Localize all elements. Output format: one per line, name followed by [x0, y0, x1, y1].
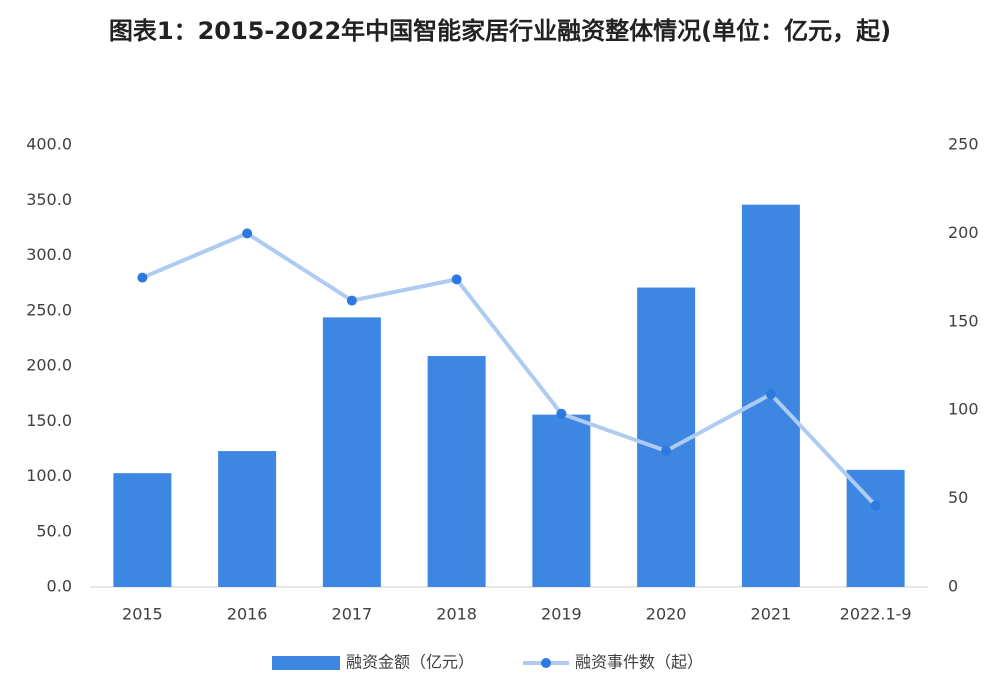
- chart-title: 图表1：2015-2022年中国智能家居行业融资整体情况(单位：亿元，起): [109, 17, 891, 45]
- y-tick-label: 150.0: [26, 411, 72, 430]
- x-tick-label: 2022.1-9: [840, 605, 912, 624]
- line-marker: [137, 272, 148, 283]
- bar: [532, 414, 591, 587]
- line-marker: [765, 389, 776, 400]
- y2-tick-label: 150: [948, 311, 979, 330]
- y-tick-label: 50.0: [36, 521, 72, 540]
- legend-label: 融资金额（亿元）: [346, 653, 474, 672]
- x-tick-label: 2019: [541, 605, 582, 624]
- y2-tick-label: 50: [948, 488, 968, 507]
- y-tick-label: 400.0: [26, 135, 72, 154]
- line-marker: [451, 274, 462, 285]
- legend-swatch: [272, 656, 340, 670]
- y-tick-label: 350.0: [26, 190, 72, 209]
- line-marker: [870, 500, 881, 511]
- line-marker: [661, 445, 672, 456]
- bar: [113, 473, 172, 587]
- y-tick-label: 200.0: [26, 356, 72, 375]
- line-marker: [346, 295, 357, 306]
- x-tick-label: 2017: [332, 605, 373, 624]
- bar: [637, 287, 696, 587]
- y2-tick-label: 0: [948, 577, 958, 596]
- bar: [322, 317, 381, 587]
- legend-label: 融资事件数（起）: [575, 653, 703, 672]
- y2-tick-label: 200: [948, 223, 979, 242]
- y2-tick-label: 100: [948, 400, 979, 419]
- line-marker: [242, 228, 253, 239]
- y-tick-label: 100.0: [26, 466, 72, 485]
- line: [141, 231, 878, 508]
- x-tick-label: 2018: [436, 605, 477, 624]
- legend-marker: [541, 658, 551, 668]
- line-marker: [556, 408, 567, 419]
- y-tick-label: 300.0: [26, 245, 72, 264]
- bar: [427, 356, 486, 587]
- y2-tick-label: 250: [948, 135, 979, 154]
- x-tick-label: 2020: [646, 605, 687, 624]
- x-tick-label: 2016: [227, 605, 268, 624]
- bar: [846, 469, 905, 587]
- y-tick-label: 0.0: [47, 577, 72, 596]
- x-tick-label: 2021: [751, 605, 792, 624]
- y-tick-label: 250.0: [26, 300, 72, 319]
- x-tick-label: 2015: [122, 605, 163, 624]
- bar: [218, 451, 277, 587]
